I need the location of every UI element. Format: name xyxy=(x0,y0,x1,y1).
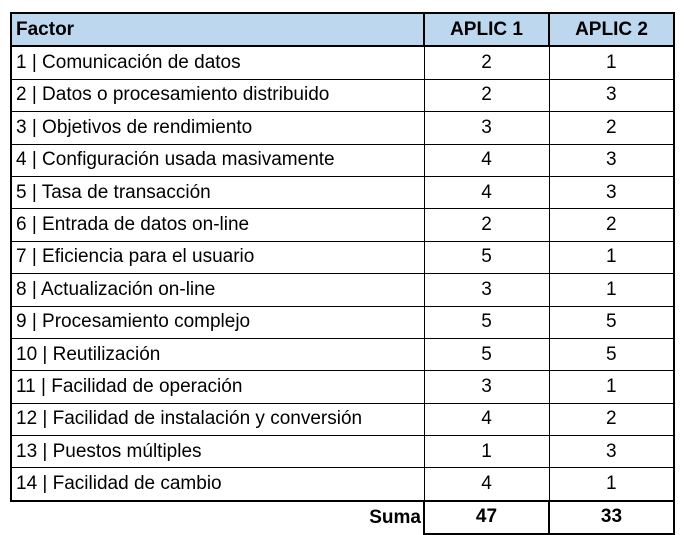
factor-cell: 2 | Datos o procesamiento distribuido xyxy=(10,78,425,113)
aplic1-cell: 5 xyxy=(423,240,550,275)
header-aplic1: APLIC 1 xyxy=(423,11,550,48)
aplic2-cell: 3 xyxy=(548,175,675,210)
aplic1-cell: 3 xyxy=(423,273,550,307)
table-row: 2 | Datos o procesamiento distribuido 2 … xyxy=(10,78,675,113)
aplic1-cell: 4 xyxy=(423,402,550,437)
factor-cell: 11 | Facilidad de operación xyxy=(10,370,425,404)
factor-table-container: Factor APLIC 1 APLIC 2 1 | Comunicación … xyxy=(10,11,675,535)
table-row: 7 | Eficiencia para el usuario 5 1 xyxy=(10,240,675,275)
factor-cell: 12 | Facilidad de instalación y conversi… xyxy=(10,402,425,437)
sum-aplic2: 33 xyxy=(548,499,675,535)
aplic2-cell: 3 xyxy=(548,435,675,469)
factor-cell: 1 | Comunicación de datos xyxy=(10,45,425,80)
aplic2-cell: 2 xyxy=(548,208,675,242)
header-row: Factor APLIC 1 APLIC 2 xyxy=(10,11,675,48)
factor-cell: 9 | Procesamiento complejo xyxy=(10,305,425,339)
table-row: 1 | Comunicación de datos 2 1 xyxy=(10,45,675,80)
aplic2-cell: 3 xyxy=(548,78,675,113)
aplic1-cell: 2 xyxy=(423,45,550,80)
factor-cell: 7 | Eficiencia para el usuario xyxy=(10,240,425,275)
table-row: 6 | Entrada de datos on-line 2 2 xyxy=(10,208,675,242)
aplic1-cell: 4 xyxy=(423,175,550,210)
aplic2-cell: 5 xyxy=(548,305,675,339)
sum-label: Suma xyxy=(11,500,425,534)
factor-cell: 14 | Facilidad de cambio xyxy=(10,467,425,502)
table-row: 4 | Configuración usada masivamente 4 3 xyxy=(10,143,675,177)
header-factor: Factor xyxy=(10,11,425,48)
summary-row: Suma 47 33 xyxy=(11,499,675,535)
table-row: 13 | Puestos múltiples 1 3 xyxy=(10,435,675,469)
aplic2-cell: 1 xyxy=(548,467,675,502)
aplic1-cell: 3 xyxy=(423,370,550,404)
factor-table: Factor APLIC 1 APLIC 2 1 | Comunicación … xyxy=(10,11,675,535)
aplic2-cell: 2 xyxy=(548,111,675,145)
factor-cell: 8 | Actualización on-line xyxy=(10,273,425,307)
aplic1-cell: 4 xyxy=(423,143,550,177)
table-row: 9 | Procesamiento complejo 5 5 xyxy=(10,305,675,339)
aplic2-cell: 5 xyxy=(548,337,675,372)
aplic1-cell: 2 xyxy=(423,78,550,113)
header-aplic2: APLIC 2 xyxy=(548,11,675,48)
aplic2-cell: 3 xyxy=(548,143,675,177)
factor-cell: 5 | Tasa de transacción xyxy=(10,175,425,210)
table-row: 8 | Actualización on-line 3 1 xyxy=(10,273,675,307)
table-row: 5 | Tasa de transacción 4 3 xyxy=(10,175,675,210)
table-row: 10 | Reutilización 5 5 xyxy=(10,337,675,372)
table-row: 3 | Objetivos de rendimiento 3 2 xyxy=(10,111,675,145)
aplic2-cell: 1 xyxy=(548,273,675,307)
factor-cell: 10 | Reutilización xyxy=(10,337,425,372)
factor-cell: 3 | Objetivos de rendimiento xyxy=(10,111,425,145)
aplic2-cell: 1 xyxy=(548,240,675,275)
sum-aplic1: 47 xyxy=(423,499,550,535)
aplic1-cell: 1 xyxy=(423,435,550,469)
factor-cell: 6 | Entrada de datos on-line xyxy=(10,208,425,242)
aplic1-cell: 4 xyxy=(423,467,550,502)
aplic1-cell: 3 xyxy=(423,111,550,145)
aplic2-cell: 1 xyxy=(548,45,675,80)
aplic1-cell: 5 xyxy=(423,337,550,372)
aplic1-cell: 2 xyxy=(423,208,550,242)
table-row: 12 | Facilidad de instalación y conversi… xyxy=(10,402,675,437)
aplic2-cell: 1 xyxy=(548,370,675,404)
table-row: 11 | Facilidad de operación 3 1 xyxy=(10,370,675,404)
factor-cell: 13 | Puestos múltiples xyxy=(10,435,425,469)
aplic1-cell: 5 xyxy=(423,305,550,339)
table-row: 14 | Facilidad de cambio 4 1 xyxy=(10,467,675,502)
aplic2-cell: 2 xyxy=(548,402,675,437)
factor-cell: 4 | Configuración usada masivamente xyxy=(10,143,425,177)
